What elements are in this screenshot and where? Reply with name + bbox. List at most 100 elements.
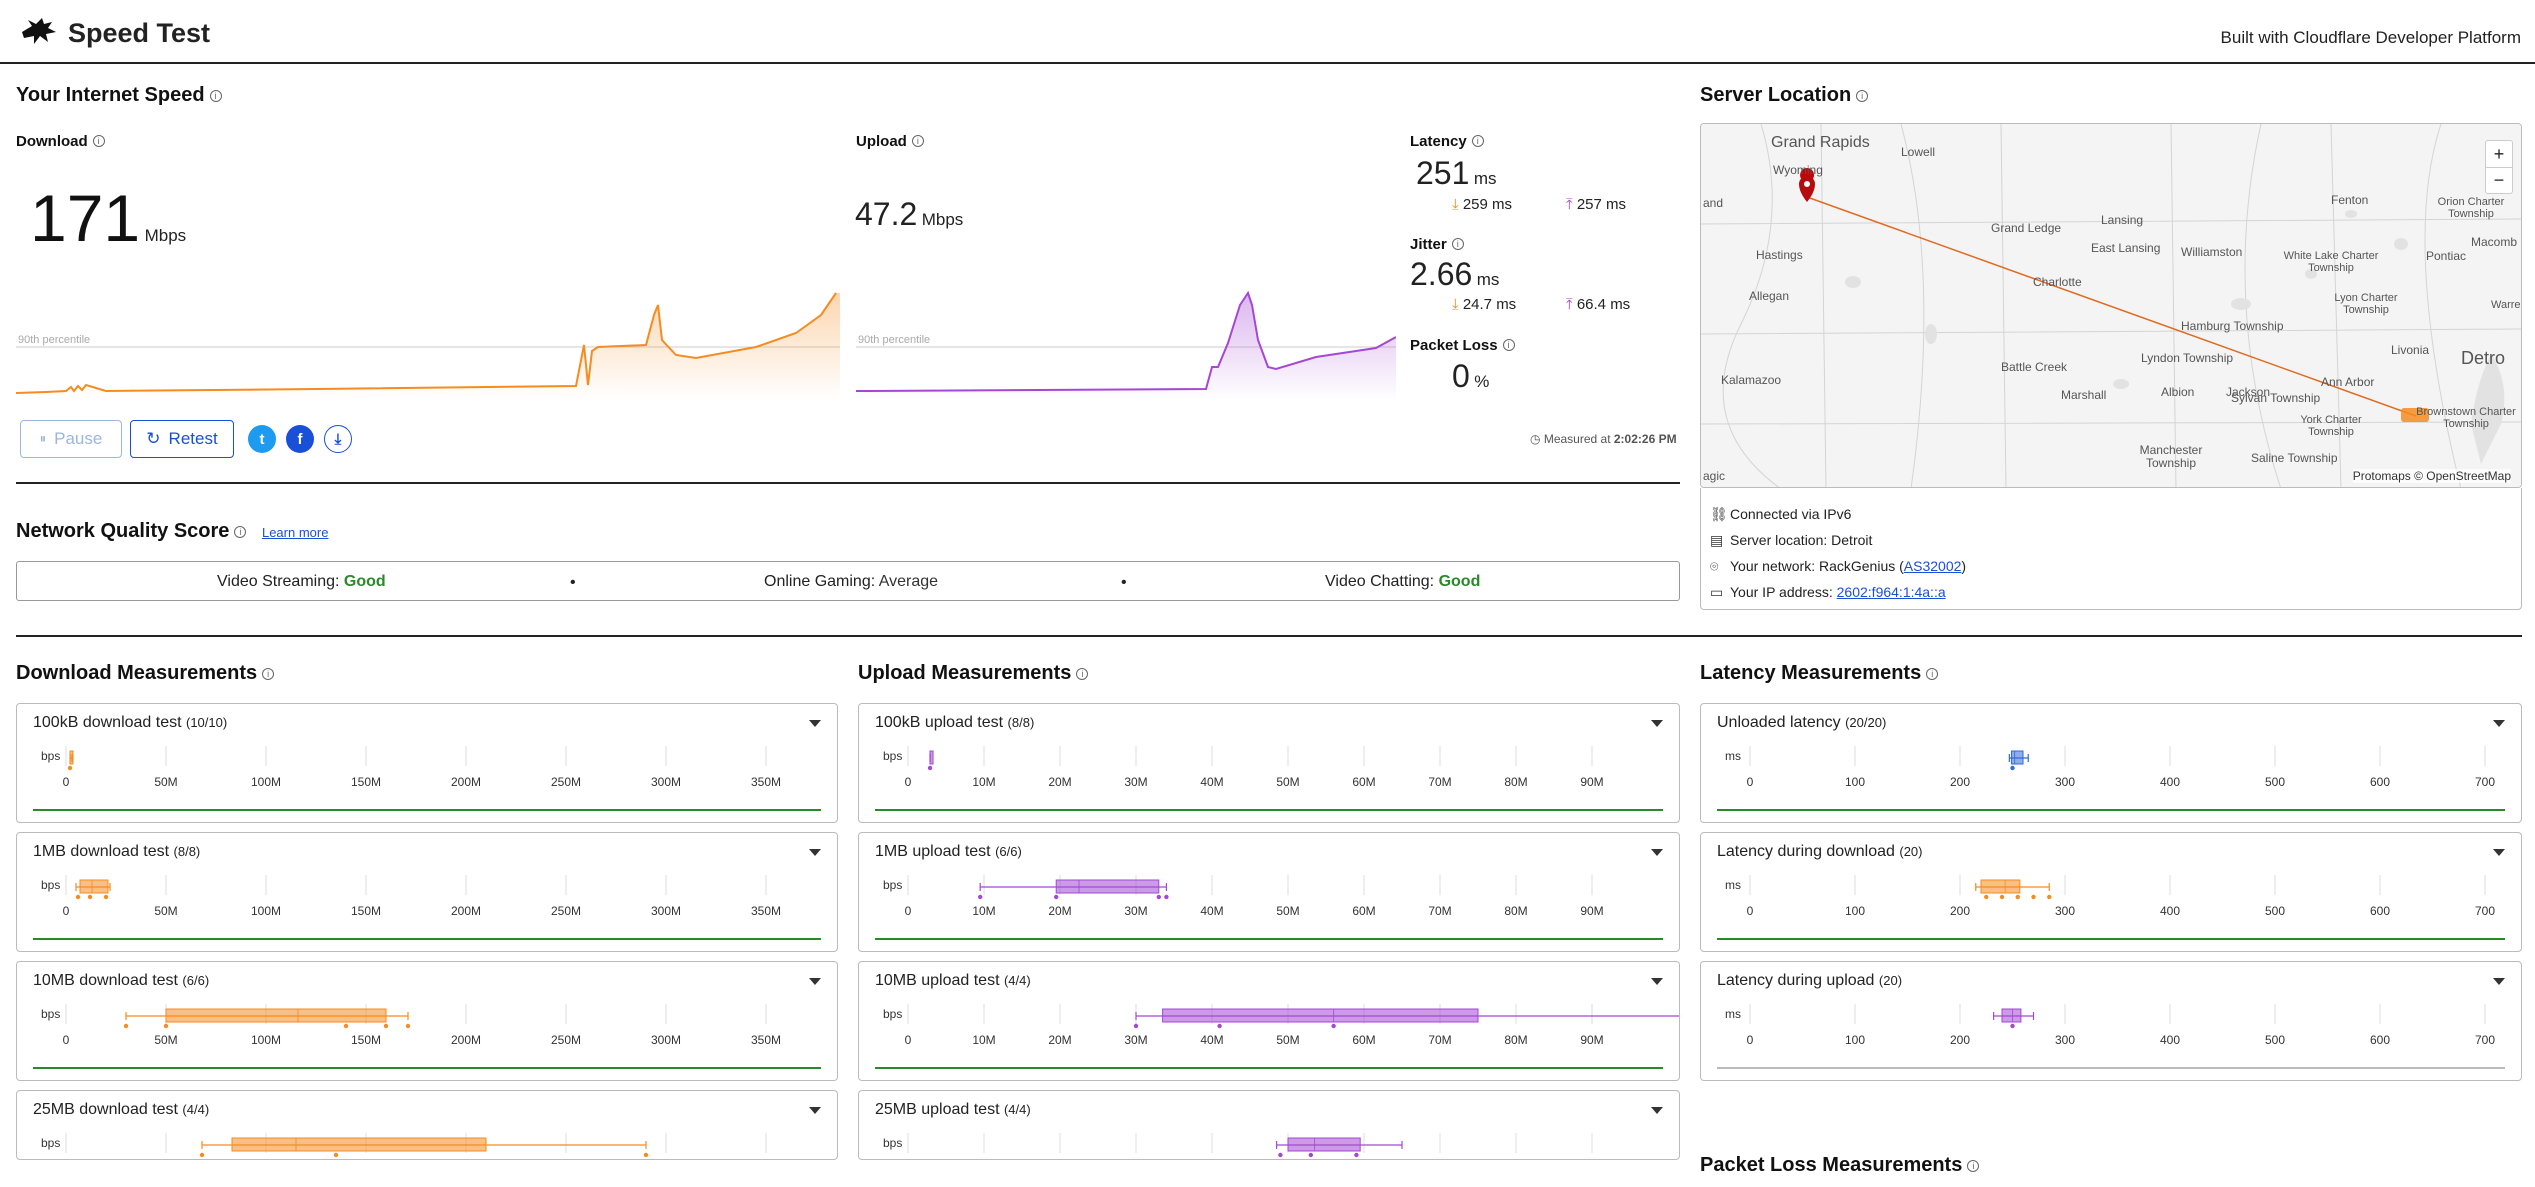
nqs-online-gaming: Online Gaming: Average: [764, 573, 939, 590]
server-map[interactable]: Grand Rapids Wyoming Lowell Grand Ledge Lans…: [1700, 123, 2522, 488]
tick-label: 40M: [1200, 904, 1223, 918]
measurement-card[interactable]: Latency during upload (20) ms 0 100 200 300 40…: [1700, 961, 2522, 1081]
zoom-out-button[interactable]: −: [2493, 170, 2505, 190]
measurement-card[interactable]: 25MB download test (4/4) bps050M100M150M2…: [16, 1090, 838, 1160]
your-network: Your network: RackGenius (AS32002): [1730, 558, 1967, 574]
jitter-up-value: ⤒ 66.4 ms: [1566, 296, 1631, 313]
tick-label: 80M: [1504, 904, 1527, 918]
measurement-card-title: 25MB download test (4/4): [33, 1101, 210, 1118]
retest-button[interactable]: ↻ Retest: [130, 420, 234, 458]
facebook-share-icon[interactable]: f: [286, 425, 314, 453]
info-icon[interactable]: i: [1967, 1160, 1980, 1172]
map-city-label: agic: [1703, 469, 1726, 483]
map-city-label: Brownstown Charter Township: [2416, 406, 2516, 431]
download-results-icon[interactable]: ⤓: [324, 425, 352, 453]
chevron-down-icon[interactable]: [2493, 978, 2505, 985]
tick-label: 250M: [551, 775, 581, 789]
measurement-card[interactable]: Latency during download (20) ms 0 100 200 300…: [1700, 832, 2522, 952]
measurement-card-title: 25MB upload test (4/4): [875, 1101, 1031, 1118]
chevron-down-icon[interactable]: [809, 1107, 821, 1114]
learn-more-link[interactable]: Learn more: [261, 525, 329, 540]
tick-label: 350M: [751, 1033, 781, 1047]
latency-label: Latency i: [1410, 133, 1484, 150]
tick-label: 90M: [1580, 775, 1603, 789]
tick-label: 0: [1747, 1033, 1754, 1047]
unit-label: bps: [41, 749, 60, 763]
map-city-label: Grand Ledge: [1991, 221, 2062, 235]
tick-label: 50M: [1276, 775, 1299, 789]
tick-label: 10M: [972, 904, 995, 918]
refresh-icon: ↻: [146, 429, 161, 448]
tick-label: 400: [2160, 904, 2180, 918]
measurement-card[interactable]: 25MB upload test (4/4) bps010M20M30M40M50…: [858, 1090, 1680, 1160]
network-quality-bar: Video Streaming: Good • Online Gaming: A…: [16, 561, 1680, 601]
tick-label: 80M: [1504, 1033, 1527, 1047]
chevron-down-icon[interactable]: [809, 849, 821, 856]
measurement-card[interactable]: 100kB download test (10/10) bps 0 50M 100M 15…: [16, 703, 838, 823]
box: [165, 1008, 387, 1023]
chevron-down-icon[interactable]: [1651, 849, 1663, 856]
box-plot: ms0100200300400500600700800: [1717, 746, 2505, 811]
measurement-card[interactable]: 10MB download test (6/6) bps 0 50M 100M 150M 2…: [16, 961, 838, 1081]
unit-label: ms: [1725, 1007, 1741, 1021]
map-zoom-controls: + −: [2485, 140, 2513, 194]
chevron-down-icon[interactable]: [1651, 978, 1663, 985]
chevron-down-icon[interactable]: [809, 720, 821, 727]
twitter-share-icon[interactable]: t: [248, 425, 276, 453]
map-city-label: Albion: [2161, 385, 2195, 399]
measurement-card[interactable]: 100kB upload test (8/8) bps 0 10M 20M 30M 40M 5…: [858, 703, 1680, 823]
map-city-label: Lansing: [2101, 213, 2144, 227]
info-icon[interactable]: i: [262, 668, 275, 680]
map-city-label: Grand Rapids: [1771, 134, 1870, 151]
info-icon[interactable]: i: [92, 135, 105, 147]
info-icon[interactable]: i: [1076, 668, 1089, 680]
ip-address-link[interactable]: 2602:f964:1:4a::a: [1836, 584, 1946, 600]
download-label: Download i: [16, 133, 105, 150]
section-title-server-location: Server Location i: [1700, 84, 1869, 107]
info-icon[interactable]: i: [1451, 238, 1464, 250]
chevron-down-icon[interactable]: [2493, 849, 2505, 856]
chevron-down-icon[interactable]: [809, 978, 821, 985]
info-icon[interactable]: i: [234, 526, 247, 538]
info-icon[interactable]: i: [1471, 135, 1484, 147]
info-icon[interactable]: i: [1502, 339, 1515, 351]
measurement-card[interactable]: 10MB upload test (4/4) bps 0 10M 20M 30M 40M 50…: [858, 961, 1680, 1081]
pause-button[interactable]: ⏸ Pause: [20, 420, 122, 458]
chevron-down-icon[interactable]: [1651, 720, 1663, 727]
tick-label: 150M: [351, 775, 381, 789]
tick-label: 200: [1950, 904, 1970, 918]
asn-link[interactable]: AS32002: [1903, 558, 1962, 574]
upload-label: Upload i: [856, 133, 924, 150]
tick-label: 150M: [351, 1033, 381, 1047]
measurement-card[interactable]: 1MB download test (8/8) bps 0 50M 100M 150M 20…: [16, 832, 838, 952]
tick-label: 700: [2475, 904, 2495, 918]
tick-label: 20M: [1048, 1033, 1071, 1047]
info-icon[interactable]: i: [911, 135, 924, 147]
measured-at: ◷ Measured at 2:02:26 PM: [1530, 432, 1677, 446]
chevron-down-icon[interactable]: [1651, 1107, 1663, 1114]
box: [1980, 879, 2021, 894]
cloudflare-runner-logo-icon[interactable]: [18, 14, 58, 46]
map-city-label: Ann Arbor: [2321, 375, 2375, 389]
ip-card-icon: ▭: [1710, 584, 1724, 600]
data-point: [383, 1023, 389, 1029]
map-city-label: Orion Charter Township: [2437, 196, 2505, 221]
measurement-card[interactable]: Unloaded latency (20/20) ms 0 100 200 300 400 5…: [1700, 703, 2522, 823]
info-icon[interactable]: i: [1926, 668, 1939, 680]
map-attribution[interactable]: Protomaps © OpenStreetMap: [2352, 469, 2511, 483]
map-city-label: Detro: [2461, 348, 2506, 368]
tick-label: 100M: [251, 775, 281, 789]
info-icon[interactable]: i: [1856, 90, 1869, 102]
data-point: [1133, 1023, 1139, 1029]
measurement-card-title: Unloaded latency (20/20): [1717, 714, 1887, 731]
zoom-in-button[interactable]: +: [2486, 141, 2512, 168]
info-icon[interactable]: i: [209, 90, 222, 102]
tick-label: 70M: [1428, 775, 1451, 789]
measurement-card-title: 10MB download test (6/6): [33, 972, 210, 989]
map-city-label: Lyon Charter Township: [2334, 292, 2398, 317]
tick-label: 300M: [651, 904, 681, 918]
measurement-card[interactable]: 1MB upload test (6/6) bps 0 10M 20M 30M 40M 50M…: [858, 832, 1680, 952]
chevron-down-icon[interactable]: [2493, 720, 2505, 727]
